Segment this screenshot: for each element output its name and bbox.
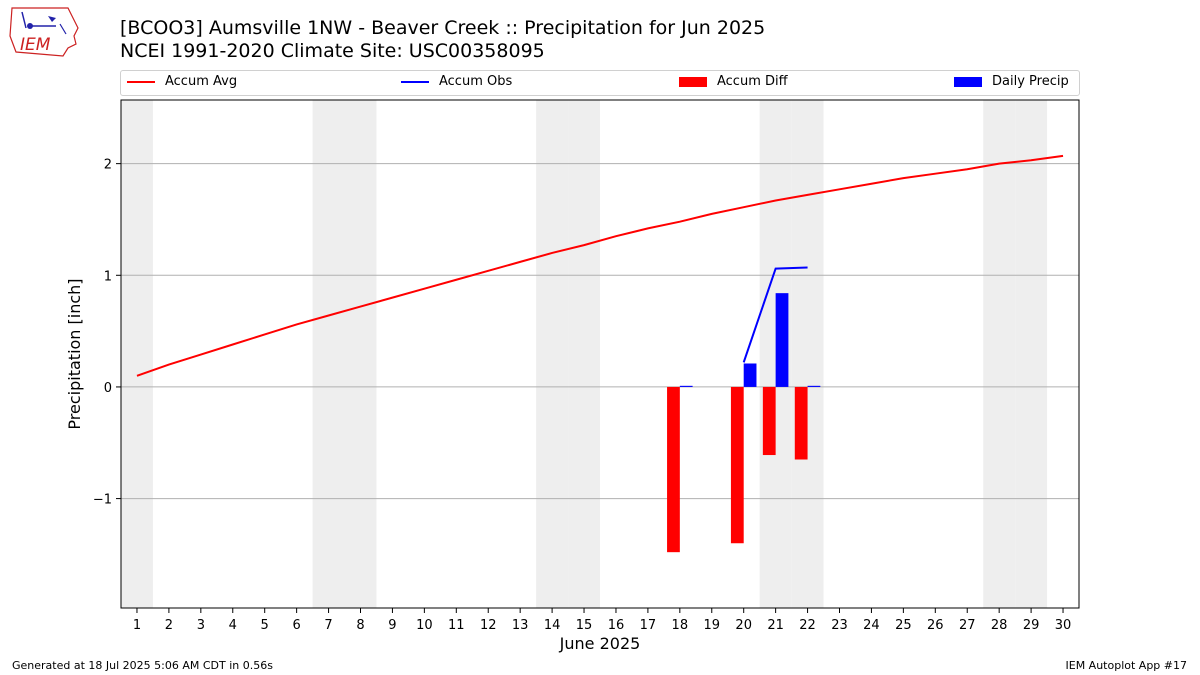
- x-tick-label: 18: [672, 618, 689, 633]
- plot-frame: [120, 99, 1080, 609]
- weekend-band: [568, 100, 600, 608]
- y-tick-label: 1: [104, 269, 112, 284]
- x-tick-label: 24: [863, 618, 880, 633]
- legend-label-accum-diff: Accum Diff: [717, 74, 788, 89]
- y-tick-label: −1: [93, 493, 112, 508]
- legend-swatch-accum-diff: [679, 76, 707, 87]
- daily-precip-bar: [743, 363, 757, 387]
- y-axis-label: Precipitation [inch]: [65, 278, 84, 429]
- x-tick-label: 26: [927, 618, 944, 633]
- x-tick-label: 12: [480, 618, 497, 633]
- x-tick-label: 20: [735, 618, 752, 633]
- x-tick-label: 5: [261, 618, 269, 633]
- x-tick-label: 2: [165, 618, 173, 633]
- bars: [667, 293, 821, 553]
- legend-swatch-accum-avg: [127, 80, 155, 83]
- x-tick-label: 10: [416, 618, 433, 633]
- legend-swatch-accum-obs: [401, 80, 429, 83]
- legend-label-accum-avg: Accum Avg: [165, 74, 238, 89]
- x-tick-label: 28: [991, 618, 1008, 633]
- legend-swatch-daily-precip: [954, 76, 982, 87]
- x-tick-label: 4: [229, 618, 237, 633]
- y-tick-label: 2: [104, 158, 112, 173]
- x-tick-label: 6: [292, 618, 300, 633]
- legend-item-accum-avg: Accum Avg: [127, 74, 237, 89]
- accum-obs-line: [742, 266, 808, 363]
- legend-item-accum-diff: Accum Diff: [679, 74, 788, 89]
- x-tick-label: 27: [959, 618, 976, 633]
- daily-precip-bar: [775, 293, 789, 387]
- x-tick-label: 13: [512, 618, 529, 633]
- y-gridlines: [121, 163, 1079, 500]
- y-axis-ticks: −1 0 1 2: [93, 158, 121, 508]
- generated-timestamp: Generated at 18 Jul 2025 5:06 AM CDT in …: [12, 659, 273, 672]
- x-tick-label: 11: [448, 618, 465, 633]
- y-tick-label: 0: [104, 381, 112, 396]
- x-tick-label: 3: [197, 618, 205, 633]
- series-lines: [136, 154, 1064, 377]
- legend-label-daily-precip: Daily Precip: [992, 74, 1069, 89]
- accum-diff-bar: [762, 386, 776, 456]
- daily-precip-bar: [807, 385, 821, 387]
- x-tick-label: 25: [895, 618, 912, 633]
- weekend-band: [536, 100, 569, 608]
- daily-precip-bar: [679, 385, 693, 387]
- weekend-band: [121, 100, 153, 608]
- x-tick-label: 14: [544, 618, 561, 633]
- accum-diff-bar: [730, 386, 744, 544]
- legend-item-accum-obs: Accum Obs: [401, 74, 512, 89]
- weekend-band: [1015, 100, 1048, 608]
- x-tick-label: 23: [831, 618, 848, 633]
- x-tick-label: 22: [799, 618, 816, 633]
- iem-logo-icon: IEM: [9, 7, 79, 57]
- chart-subtitle: NCEI 1991-2020 Climate Site: USC00358095: [120, 40, 545, 62]
- x-tick-label: 17: [640, 618, 657, 633]
- accum-avg-line: [136, 154, 1064, 377]
- x-tick-label: 9: [388, 618, 396, 633]
- x-tick-label: 19: [703, 618, 720, 633]
- weekend-band: [344, 100, 377, 608]
- x-tick-label: 30: [1055, 618, 1072, 633]
- weekend-shading: [121, 100, 1048, 608]
- chart-legend: Accum Avg Accum Obs Accum Diff Daily Pre…: [120, 70, 1080, 96]
- weekend-band: [791, 100, 824, 608]
- weekend-band: [312, 100, 345, 608]
- x-tick-label: 16: [608, 618, 625, 633]
- accum-diff-bar: [794, 386, 808, 460]
- logo-text: IEM: [20, 35, 51, 55]
- x-axis-ticks: 1 2 3 4 5 6 7 8 9 10 11 12 13 14 15 16 17 18 19 20 21 22 23 24 2…: [133, 608, 1071, 633]
- legend-item-daily-precip: Daily Precip: [954, 74, 1069, 89]
- x-tick-label: 1: [133, 618, 141, 633]
- x-tick-label: 7: [324, 618, 332, 633]
- x-axis-label: June 2025: [559, 634, 641, 653]
- x-tick-label: 15: [576, 618, 593, 633]
- chart-title: [BCOO3] Aumsville 1NW - Beaver Creek :: …: [120, 17, 766, 39]
- x-tick-label: 8: [356, 618, 364, 633]
- weekend-band: [983, 100, 1016, 608]
- legend-label-accum-obs: Accum Obs: [439, 74, 513, 89]
- x-tick-label: 21: [767, 618, 784, 633]
- accum-diff-bar: [667, 386, 680, 553]
- x-tick-label: 29: [1023, 618, 1040, 633]
- app-label: IEM Autoplot App #17: [1065, 659, 1188, 672]
